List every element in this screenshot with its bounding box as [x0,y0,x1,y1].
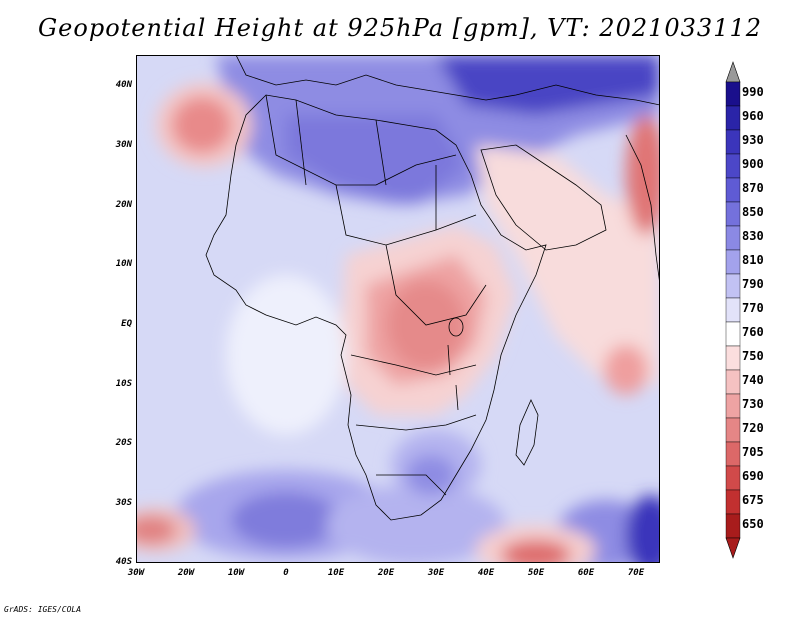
colorbar-swatch [725,201,741,227]
lon-tick-label: 10E [327,568,345,578]
lat-tick-label: 10S [115,379,132,389]
height-field-shading [136,55,660,563]
colorbar-under-triangle [725,537,741,559]
colorbar-swatch [725,393,741,419]
colorbar-level-label: 850 [742,205,764,219]
lon-tick-label: 20E [377,568,395,578]
colorbar-level-label: 675 [742,493,764,507]
geopotential-height-map [136,55,660,563]
lat-tick-label: 40N [115,80,132,90]
lat-tick-label: 40S [115,557,132,567]
colorbar-level-label: 730 [742,397,764,411]
lon-tick-label: 30W [127,568,145,578]
colorbar-level-label: 650 [742,517,764,531]
lon-tick-label: 10W [227,568,245,578]
lat-tick-label: EQ [121,319,132,329]
colorbar-level-label: 830 [742,229,764,243]
colorbar-swatch [725,489,741,515]
colorbar-level-label: 690 [742,469,764,483]
colorbar-level-label: 870 [742,181,764,195]
lat-tick-label: 30S [115,498,132,508]
colorbar-swatch [725,513,741,539]
colorbar-level-label: 740 [742,373,764,387]
colorbar-swatch [725,105,741,131]
lat-tick-label: 20S [115,438,132,448]
colorbar-level-label: 790 [742,277,764,291]
colorbar-over-triangle [725,61,741,83]
lat-tick-label: 10N [115,259,132,269]
coastlines [205,55,660,521]
lon-tick-label: 30E [427,568,445,578]
colorbar-swatch [725,225,741,251]
colorbar-swatch [725,129,741,155]
chart-title: Geopotential Height at 925hPa [gpm], VT:… [38,14,762,42]
colorbar-swatch [725,369,741,395]
colorbar-level-label: 705 [742,445,764,459]
colorbar-swatch [725,345,741,371]
colorbar-level-label: 900 [742,157,764,171]
lon-tick-label: 70E [627,568,645,578]
credit-text: GrADS: IGES/COLA [4,605,82,614]
colorbar-swatch [725,417,741,443]
colorbar-level-label: 770 [742,301,764,315]
colorbar-level-label: 810 [742,253,764,267]
colorbar-swatch [725,177,741,203]
colorbar-swatch [725,297,741,323]
colorbar-level-label: 990 [742,85,764,99]
colorbar-level-label: 930 [742,133,764,147]
colorbar-swatch [725,249,741,275]
colorbar-swatch [725,153,741,179]
colorbar-swatch [725,321,741,347]
lat-tick-label: 20N [115,200,132,210]
lon-tick-label: 50E [527,568,545,578]
lakes [447,317,464,411]
colorbar-level-label: 760 [742,325,764,339]
map-frame [136,55,660,563]
colorbar-swatch [725,465,741,491]
colorbar-level-label: 750 [742,349,764,363]
lon-tick-label: 60E [577,568,595,578]
colorbar-swatch [725,81,741,107]
colorbar-swatch [725,273,741,299]
lat-tick-label: 30N [115,140,132,150]
colorbar [725,61,741,559]
colorbar-swatch [725,441,741,467]
lon-tick-label: 40E [477,568,495,578]
colorbar-level-label: 720 [742,421,764,435]
lon-tick-label: 20W [177,568,195,578]
lon-tick-label: 0 [283,568,289,578]
colorbar-level-label: 960 [742,109,764,123]
